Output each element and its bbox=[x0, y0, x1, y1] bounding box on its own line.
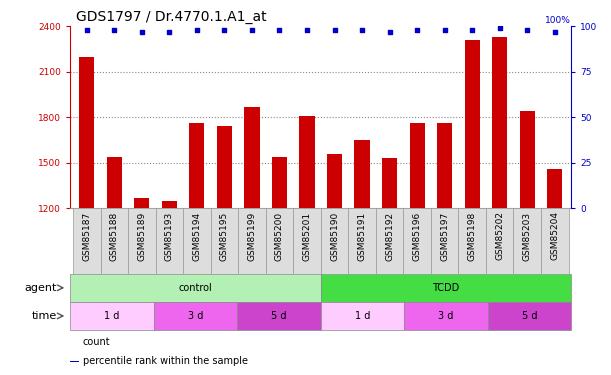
Bar bbox=[101, 208, 128, 274]
Bar bbox=[382, 158, 397, 208]
Text: GSM85193: GSM85193 bbox=[165, 211, 174, 261]
Point bbox=[219, 27, 229, 33]
Bar bbox=[107, 157, 122, 208]
Bar bbox=[156, 208, 183, 274]
Bar bbox=[327, 154, 342, 208]
Bar bbox=[486, 208, 513, 274]
Point bbox=[109, 27, 119, 33]
Point bbox=[495, 25, 505, 31]
Bar bbox=[183, 208, 211, 274]
Bar bbox=[376, 208, 403, 274]
Text: percentile rank within the sample: percentile rank within the sample bbox=[83, 357, 248, 366]
Bar bbox=[238, 208, 266, 274]
Bar bbox=[541, 208, 568, 274]
Point bbox=[357, 27, 367, 33]
Bar bbox=[547, 169, 562, 208]
Bar bbox=[272, 157, 287, 208]
Text: GSM85204: GSM85204 bbox=[551, 211, 559, 260]
Text: GSM85191: GSM85191 bbox=[357, 211, 367, 261]
Point bbox=[247, 27, 257, 33]
Text: GSM85196: GSM85196 bbox=[412, 211, 422, 261]
Bar bbox=[73, 208, 101, 274]
Text: GSM85194: GSM85194 bbox=[192, 211, 202, 261]
Point bbox=[330, 27, 340, 33]
Bar bbox=[520, 111, 535, 208]
Text: GSM85187: GSM85187 bbox=[82, 211, 91, 261]
Bar bbox=[354, 140, 370, 208]
Text: 3 d: 3 d bbox=[188, 311, 203, 321]
Point bbox=[82, 27, 92, 33]
Bar bbox=[293, 208, 321, 274]
Text: GSM85190: GSM85190 bbox=[330, 211, 339, 261]
FancyBboxPatch shape bbox=[237, 302, 321, 330]
Point bbox=[467, 27, 477, 33]
FancyBboxPatch shape bbox=[70, 302, 154, 330]
Point bbox=[192, 27, 202, 33]
Text: GSM85195: GSM85195 bbox=[220, 211, 229, 261]
Bar bbox=[458, 208, 486, 274]
Text: GSM85200: GSM85200 bbox=[275, 211, 284, 261]
Point bbox=[412, 27, 422, 33]
FancyBboxPatch shape bbox=[154, 302, 237, 330]
Point bbox=[522, 27, 532, 33]
Bar bbox=[431, 208, 458, 274]
Text: GSM85189: GSM85189 bbox=[137, 211, 147, 261]
Text: GSM85198: GSM85198 bbox=[467, 211, 477, 261]
Text: 5 d: 5 d bbox=[522, 311, 537, 321]
Text: TCDD: TCDD bbox=[433, 283, 459, 293]
Text: control: control bbox=[178, 283, 213, 293]
Point bbox=[164, 29, 174, 35]
Bar bbox=[321, 208, 348, 274]
Bar bbox=[403, 208, 431, 274]
Point bbox=[302, 27, 312, 33]
Text: GSM85199: GSM85199 bbox=[247, 211, 257, 261]
Bar bbox=[492, 37, 507, 208]
FancyBboxPatch shape bbox=[404, 302, 488, 330]
Text: time: time bbox=[32, 311, 57, 321]
Bar bbox=[266, 208, 293, 274]
FancyBboxPatch shape bbox=[488, 302, 571, 330]
Text: GSM85203: GSM85203 bbox=[523, 211, 532, 261]
Text: 1 d: 1 d bbox=[104, 311, 120, 321]
Text: GSM85197: GSM85197 bbox=[440, 211, 449, 261]
Text: 1 d: 1 d bbox=[355, 311, 370, 321]
Point bbox=[137, 29, 147, 35]
Point bbox=[274, 27, 284, 33]
Text: 3 d: 3 d bbox=[438, 311, 454, 321]
Bar bbox=[348, 208, 376, 274]
Bar bbox=[513, 208, 541, 274]
Bar bbox=[244, 106, 260, 208]
Text: GSM85202: GSM85202 bbox=[495, 211, 504, 260]
FancyBboxPatch shape bbox=[321, 274, 571, 302]
Bar bbox=[79, 57, 94, 208]
Bar bbox=[299, 116, 315, 208]
Bar bbox=[437, 123, 452, 208]
Bar bbox=[464, 40, 480, 208]
Text: 100%: 100% bbox=[546, 16, 571, 26]
Text: count: count bbox=[83, 337, 111, 347]
Bar bbox=[409, 123, 425, 208]
Text: GSM85192: GSM85192 bbox=[385, 211, 394, 261]
FancyBboxPatch shape bbox=[321, 302, 404, 330]
Bar bbox=[70, 361, 79, 362]
Text: 5 d: 5 d bbox=[271, 311, 287, 321]
Bar bbox=[189, 123, 205, 208]
FancyBboxPatch shape bbox=[70, 274, 321, 302]
Bar bbox=[162, 201, 177, 208]
Text: GSM85201: GSM85201 bbox=[302, 211, 312, 261]
Bar bbox=[134, 198, 150, 208]
Point bbox=[440, 27, 450, 33]
Point bbox=[550, 29, 560, 35]
Bar bbox=[128, 208, 156, 274]
Bar bbox=[211, 208, 238, 274]
Text: agent: agent bbox=[25, 283, 57, 293]
Text: GSM85188: GSM85188 bbox=[110, 211, 119, 261]
Text: GDS1797 / Dr.4770.1.A1_at: GDS1797 / Dr.4770.1.A1_at bbox=[76, 10, 267, 24]
Bar bbox=[217, 126, 232, 208]
Point bbox=[385, 29, 395, 35]
